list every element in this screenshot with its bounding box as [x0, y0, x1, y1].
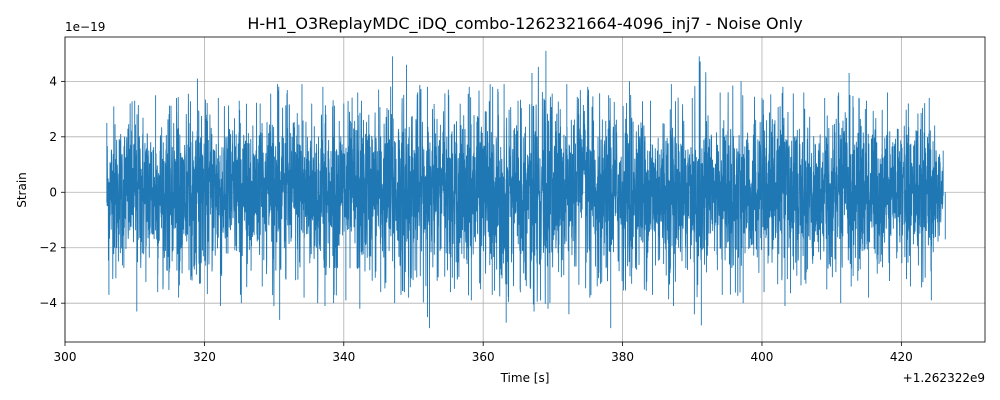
y-tick-label: −4 [39, 296, 57, 310]
x-tick-label: 400 [751, 350, 774, 364]
x-offset-label: +1.262322e9 [903, 371, 985, 385]
y-tick-label: 0 [49, 185, 57, 199]
y-tick-label: −2 [39, 241, 57, 255]
x-axis-label: Time [s] [500, 371, 550, 385]
strain-series [106, 50, 946, 329]
x-tick-label: 320 [193, 350, 216, 364]
chart-title: H-H1_O3ReplayMDC_iDQ_combo-1262321664-40… [247, 14, 802, 34]
strain-line [106, 50, 946, 329]
x-tick-label: 300 [54, 350, 77, 364]
x-axis-ticks: 300 320 340 360 380 400 420 [54, 342, 913, 364]
x-tick-label: 420 [890, 350, 913, 364]
y-axis-label: Strain [15, 172, 29, 208]
y-scale-label: 1e−19 [65, 20, 105, 34]
plot-frame [64, 36, 986, 343]
x-tick-label: 380 [611, 350, 634, 364]
y-tick-label: 4 [49, 74, 57, 88]
x-tick-label: 360 [472, 350, 495, 364]
y-axis-ticks: −4 −2 0 2 4 [39, 74, 65, 310]
x-tick-label: 340 [332, 350, 355, 364]
y-tick-label: 2 [49, 130, 57, 144]
